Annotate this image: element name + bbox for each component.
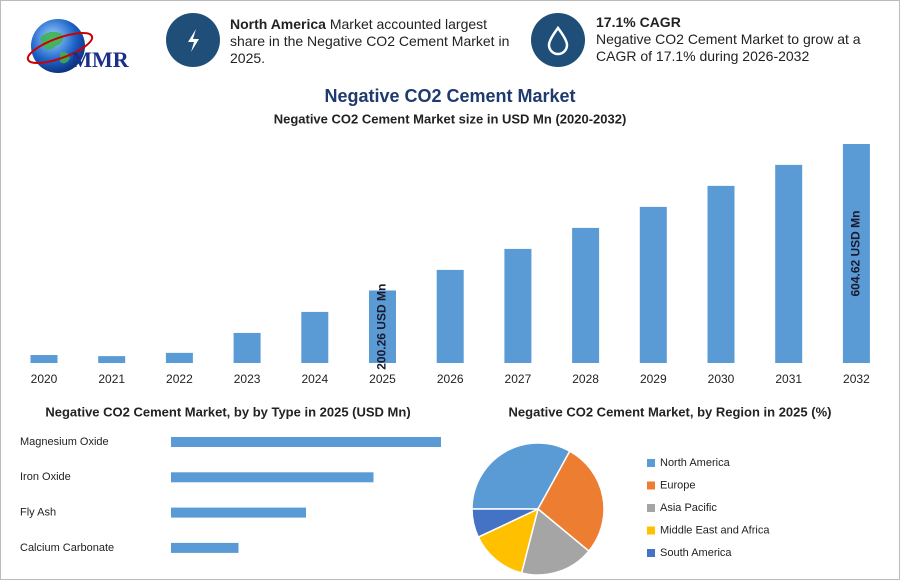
x-tick-label: 2021	[98, 372, 125, 386]
bar	[301, 311, 329, 363]
bar	[436, 269, 464, 363]
legend-swatch	[647, 504, 655, 512]
bar	[707, 185, 735, 363]
info-title: 17.1% CAGR	[596, 14, 681, 30]
bar	[171, 472, 374, 483]
bar	[98, 356, 126, 363]
bar	[233, 332, 261, 363]
bar	[572, 227, 600, 363]
icon-glyph	[547, 25, 569, 56]
x-tick-label: 2027	[505, 372, 532, 386]
x-tick-label: 2023	[234, 372, 261, 386]
logo: MMR	[26, 19, 130, 73]
x-tick-label: 2020	[31, 372, 58, 386]
x-tick-label: 2030	[708, 372, 735, 386]
bar	[171, 507, 306, 518]
info-text: Negative CO2 Cement Market to grow at a …	[596, 31, 861, 64]
info-text: Market accounted largest share in the Ne…	[230, 16, 510, 66]
bar	[842, 144, 870, 363]
page-title: Negative CO2 Cement Market	[324, 86, 575, 106]
chart-title: Negative CO2 Cement Market, by by Type i…	[45, 404, 410, 419]
x-tick-label: 2031	[775, 372, 802, 386]
icon	[531, 13, 585, 67]
bar	[171, 437, 441, 447]
logo-text: MMR	[71, 47, 130, 72]
bar	[504, 248, 532, 363]
value-label: 200.26 USD Mn	[375, 284, 389, 370]
pie-slice	[471, 508, 539, 539]
pie-slice	[477, 507, 540, 574]
x-tick-label: 2026	[437, 372, 464, 386]
bar	[171, 542, 239, 553]
bar	[165, 352, 193, 363]
legend-swatch	[647, 526, 655, 535]
x-tick-label: 2028	[572, 372, 599, 386]
legend-swatch	[647, 481, 655, 490]
legend-label: Asia Pacific	[660, 502, 717, 514]
x-tick-label: 2022	[166, 372, 193, 386]
y-tick-label: Magnesium Oxide	[20, 436, 109, 448]
bar	[639, 206, 667, 363]
legend-label: Europe	[660, 479, 695, 491]
bar	[30, 355, 58, 363]
x-tick-label: 2029	[640, 372, 667, 386]
pie-slice	[520, 507, 590, 576]
pie-slice	[471, 442, 571, 510]
chart-title: Negative CO2 Cement Market size in USD M…	[274, 111, 627, 126]
legend-label: North America	[660, 457, 731, 469]
legend-label: South America	[660, 547, 732, 559]
legend-label: Middle East and Africa	[660, 524, 770, 536]
value-label: 604.62 USD Mn	[849, 210, 863, 296]
bar	[369, 290, 396, 363]
x-tick-label: 2025	[369, 372, 396, 386]
icon-glyph	[188, 29, 199, 52]
info-box: North America Market accounted largest s…	[230, 16, 515, 67]
y-tick-label: Iron Oxide	[20, 471, 71, 483]
y-tick-label: Fly Ash	[20, 507, 56, 519]
legend-swatch	[647, 459, 655, 467]
legend-swatch	[647, 549, 655, 557]
bar	[775, 164, 803, 363]
x-tick-label: 2024	[301, 372, 328, 386]
pie-slice	[537, 450, 605, 553]
y-tick-label: Calcium Carbonate	[20, 542, 114, 554]
x-tick-label: 2032	[843, 372, 870, 386]
info-bold: North America	[230, 16, 326, 32]
info-box: 17.1% CAGR Negative CO2 Cement Market to …	[596, 14, 876, 65]
chart-title: Negative CO2 Cement Market, by Region in…	[509, 404, 832, 419]
